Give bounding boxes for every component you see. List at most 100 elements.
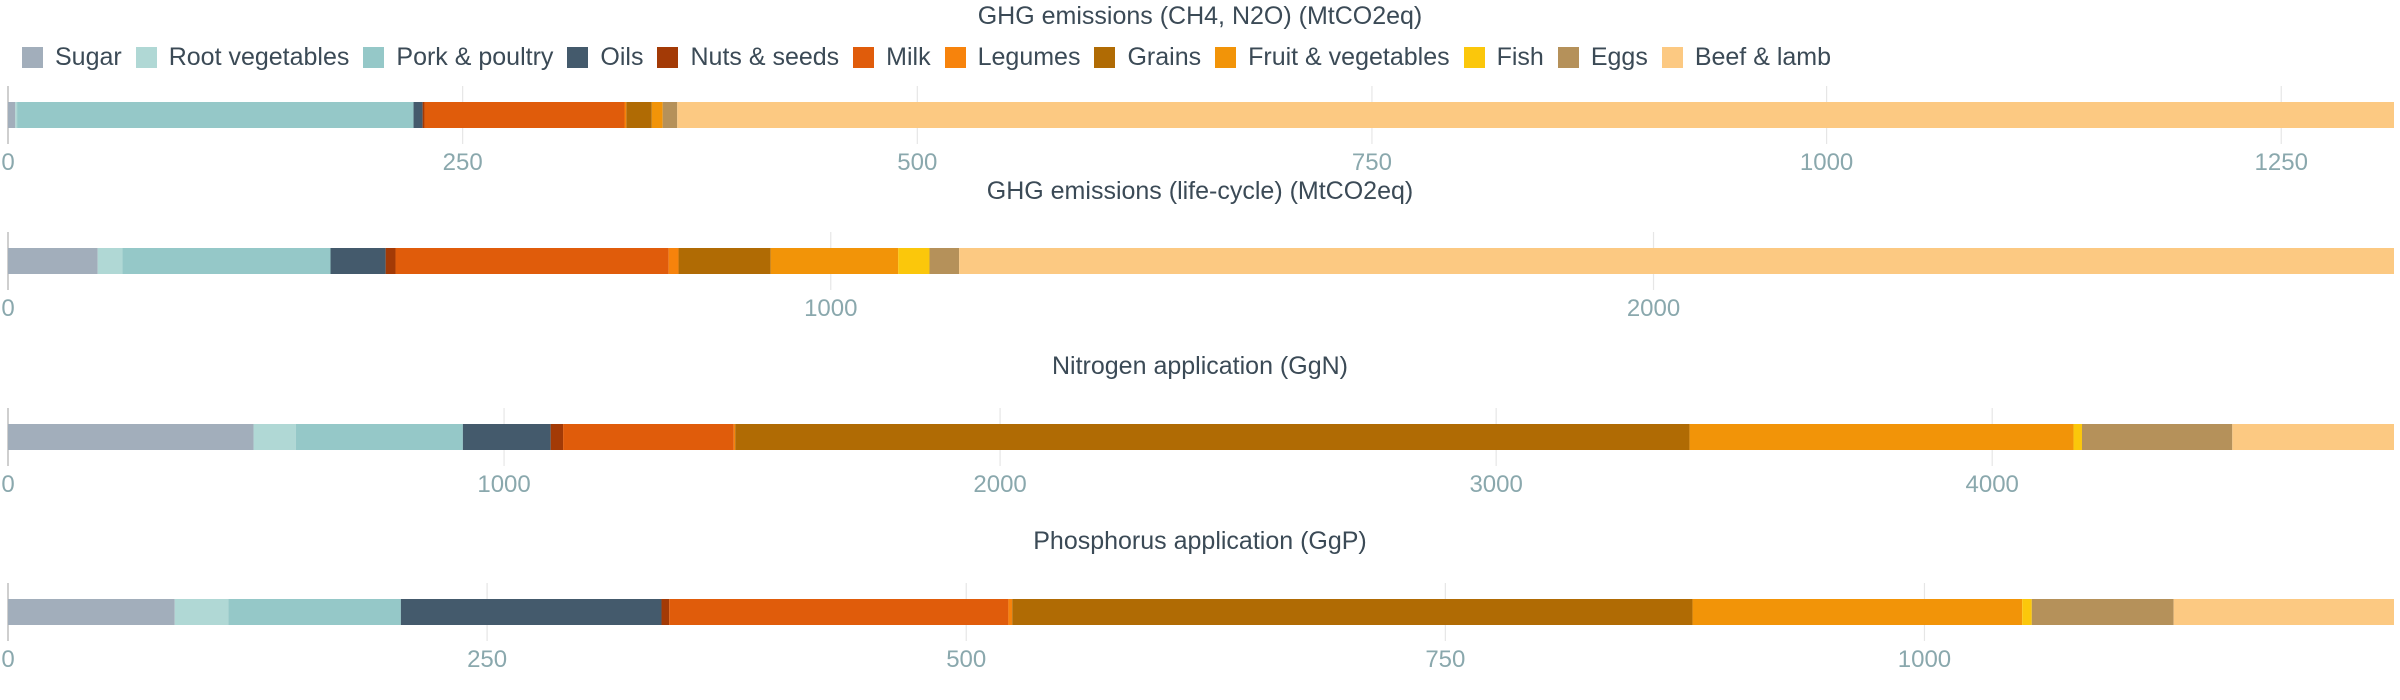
tick-label: 250 <box>443 149 483 176</box>
tick-label: 0 <box>1 295 14 322</box>
legend-item[interactable]: Fish <box>1463 43 1544 72</box>
legend-item[interactable]: Root vegetables <box>135 43 349 72</box>
legend-label: Fruit & vegetables <box>1248 42 1450 71</box>
bar-segment[interactable] <box>395 248 669 274</box>
bar-segment[interactable] <box>8 424 254 450</box>
legend-item[interactable]: Eggs <box>1557 42 1648 72</box>
tick-label: 250 <box>467 646 507 673</box>
bar-segment[interactable] <box>661 599 670 625</box>
bar-segment[interactable] <box>1689 424 2074 450</box>
bar-segment[interactable] <box>2173 599 2394 625</box>
bar-segment[interactable] <box>2031 599 2174 625</box>
tick-label: 0 <box>1 149 14 176</box>
bar-segment[interactable] <box>668 248 679 274</box>
bar-segment[interactable] <box>2022 599 2032 625</box>
legend-item[interactable]: Sugar <box>22 43 122 72</box>
bar-segment[interactable] <box>2073 424 2082 450</box>
bar-segment[interactable] <box>1008 599 1013 625</box>
bar-segment[interactable] <box>400 599 662 625</box>
tick-label: 1000 <box>1800 149 1853 176</box>
bar-segment[interactable] <box>563 424 734 450</box>
bar-segment[interactable] <box>8 102 16 128</box>
bar-segment[interactable] <box>651 102 663 128</box>
bar-segment[interactable] <box>8 599 175 625</box>
legend-label: Nuts & seeds <box>690 42 840 71</box>
chart-panel: Nitrogen application (GgN) 0 1000 2000 3000 4… <box>1 352 2394 498</box>
bar-segment[interactable] <box>733 424 736 450</box>
tick-label: 500 <box>946 646 986 673</box>
bar-segment[interactable] <box>550 424 564 450</box>
legend-swatch <box>853 46 875 68</box>
bar-segment[interactable] <box>253 424 296 450</box>
chart-panel: Phosphorus application (GgP) 0 250 500 750 10… <box>1 527 2394 673</box>
legend-label: Pork & poultry <box>396 42 554 71</box>
tick-label: 0 <box>1 646 14 673</box>
bar-segment[interactable] <box>295 424 463 450</box>
legend-item[interactable]: Legumes <box>944 42 1081 72</box>
bar-segment[interactable] <box>1012 599 1693 625</box>
bar-segment[interactable] <box>735 424 1690 450</box>
bar-segment[interactable] <box>228 599 401 625</box>
bar-segment[interactable] <box>662 102 678 128</box>
bar-segment[interactable] <box>122 248 331 274</box>
tick-label: 1000 <box>1898 646 1951 673</box>
legend-swatch <box>567 46 589 68</box>
tick-label: 4000 <box>1966 471 2019 498</box>
bar-segment[interactable] <box>413 102 423 128</box>
tick-label: 2000 <box>973 471 1026 498</box>
chart-title: Phosphorus application (GgP) <box>1033 527 1367 555</box>
tick-label: 1250 <box>2255 149 2308 176</box>
bar-segment[interactable] <box>1692 599 2023 625</box>
bar-segment[interactable] <box>626 102 652 128</box>
legend-label: Oils <box>600 42 644 71</box>
legend-swatch <box>135 46 157 68</box>
bar-segment[interactable] <box>385 248 396 274</box>
legend-swatch <box>657 46 679 68</box>
legend-swatch <box>1661 46 1683 68</box>
bar-segment[interactable] <box>424 102 625 128</box>
legend-label: Grains <box>1127 42 1202 71</box>
tick-label: 1000 <box>477 471 530 498</box>
legend-swatch <box>1215 46 1237 68</box>
bar-segment[interactable] <box>624 102 627 128</box>
bar-segment[interactable] <box>2232 424 2394 450</box>
bar-segment[interactable] <box>959 248 2395 274</box>
tick-label: 1000 <box>804 295 857 322</box>
bar-segment[interactable] <box>898 248 930 274</box>
chart-title: Nitrogen application (GgN) <box>1052 352 1348 380</box>
legend-item[interactable]: Fruit & vegetables <box>1215 43 1450 72</box>
legend-label: Legumes <box>977 42 1081 71</box>
legend-label: Eggs <box>1590 42 1648 71</box>
legend-item[interactable]: Pork & poultry <box>363 43 553 72</box>
bar-segment[interactable] <box>97 248 123 274</box>
bar-segment[interactable] <box>15 102 18 128</box>
tick-label: 750 <box>1425 646 1465 673</box>
bar-segment[interactable] <box>669 599 1009 625</box>
bar-segment[interactable] <box>770 248 899 274</box>
legend-item[interactable]: Nuts & seeds <box>657 43 839 72</box>
legend-item[interactable]: Grains <box>1094 43 1201 72</box>
chart-legend: Sugar Root vegetables Pork & poultry Oils Nu… <box>22 40 1845 74</box>
chart-panel: GHG emissions (CH4, N2O) (MtCO2eq) 0 250 50… <box>1 2 2394 176</box>
legend-swatch <box>944 46 966 68</box>
tick-label: 500 <box>897 149 937 176</box>
legend-label: Beef & lamb <box>1694 42 1832 71</box>
legend-swatch <box>22 46 43 68</box>
legend-item[interactable]: Milk <box>853 42 931 72</box>
chart-panel: GHG emissions (life-cycle) (MtCO2eq) 0 100… <box>1 177 2395 322</box>
legend-item[interactable]: Oils <box>567 43 643 72</box>
bar-segment[interactable] <box>677 102 2394 128</box>
bar-segment[interactable] <box>422 102 425 128</box>
bar-segment[interactable] <box>2081 424 2233 450</box>
bar-segment[interactable] <box>330 248 386 274</box>
legend-item[interactable]: Beef & lamb <box>1661 42 1832 72</box>
tick-label: 0 <box>1 471 14 498</box>
legend-label: Milk <box>886 42 931 71</box>
bar-segment[interactable] <box>8 248 98 274</box>
bar-segment[interactable] <box>678 248 771 274</box>
bar-segment[interactable] <box>929 248 960 274</box>
bar-segment[interactable] <box>17 102 414 128</box>
bar-segment[interactable] <box>462 424 551 450</box>
bar-segment[interactable] <box>174 599 229 625</box>
